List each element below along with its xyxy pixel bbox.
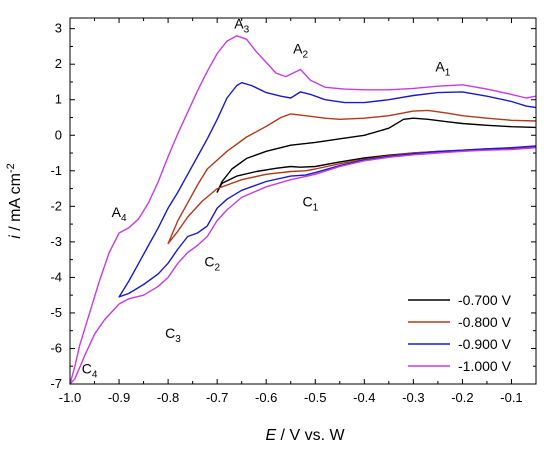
- y-axis-label-symbol: i: [7, 235, 24, 239]
- x-tick-labels: -1.0 -0.9 -0.8 -0.7 -0.6 -0.5 -0.4 -0.3 -0.2 -0.1: [59, 390, 523, 405]
- peak-label-subscript: 3: [175, 334, 181, 345]
- peak-label-base: C: [82, 360, 92, 376]
- peak-label-subscript: 4: [92, 369, 98, 380]
- y-tick-label: -5: [50, 305, 62, 320]
- x-axis-label-symbol: E: [265, 427, 276, 444]
- y-tick-label: -4: [50, 269, 62, 284]
- series-line: [118, 82, 537, 298]
- x-tick-label: -0.3: [402, 390, 424, 405]
- peak-label: C4: [82, 360, 98, 380]
- plot-frame: [69, 17, 537, 385]
- peak-label-subscript: 1: [445, 67, 451, 78]
- series-line: [216, 117, 537, 193]
- y-tick-labels: -7 -6 -5 -4 -3 -2 -1 0 1 2 3: [50, 21, 62, 391]
- series-lines: [69, 35, 537, 385]
- x-tick-label: -0.7: [206, 390, 228, 405]
- peak-label-subscript: 4: [121, 213, 127, 224]
- legend-label: -0.700 V: [458, 292, 512, 308]
- y-tick-label: -6: [50, 340, 62, 355]
- x-tick-label: -0.5: [304, 390, 326, 405]
- legend-label: -0.900 V: [458, 336, 512, 352]
- y-tick-label: -2: [50, 198, 62, 213]
- x-tick-label: -0.2: [451, 390, 473, 405]
- series-line: [69, 35, 537, 385]
- y-tick-label: 3: [55, 21, 62, 36]
- y-tick-label: -1: [50, 163, 62, 178]
- x-tick-label: -0.9: [108, 390, 130, 405]
- peak-label-base: A: [293, 41, 303, 57]
- y-tick-label: 2: [55, 56, 62, 71]
- y-tick-label: -3: [50, 234, 62, 249]
- peak-label-subscript: 2: [215, 263, 221, 274]
- peak-label-base: C: [204, 254, 214, 270]
- y-tick-label: 1: [55, 92, 62, 107]
- peak-label-base: A: [112, 204, 122, 220]
- peak-label: C1: [303, 193, 319, 213]
- peak-label-base: A: [435, 58, 445, 74]
- peak-label-base: A: [234, 16, 244, 32]
- x-tick-label: -0.8: [157, 390, 179, 405]
- x-axis-label: E / V vs. W: [265, 427, 345, 444]
- y-tick-label: 0: [55, 127, 62, 142]
- x-axis-label-text: / V vs. W: [276, 427, 345, 444]
- y-axis-label: i / mA cm-2: [5, 163, 24, 239]
- y-tick-label: -7: [50, 376, 62, 391]
- x-tick-label: -1.0: [59, 390, 81, 405]
- peak-label: C3: [165, 325, 181, 345]
- peak-label: C2: [204, 254, 220, 274]
- peak-label-subscript: 3: [244, 25, 250, 36]
- peak-label-base: C: [165, 325, 175, 341]
- peak-label: A1: [435, 58, 450, 78]
- legend-label: -1.000 V: [458, 358, 512, 374]
- legend-label: -0.800 V: [458, 314, 512, 330]
- y-axis-label-exponent: -2: [5, 163, 17, 173]
- peak-label: A3: [234, 16, 249, 36]
- y-axis-label-text: / mA cm: [7, 173, 24, 235]
- peak-label-base: C: [303, 193, 313, 209]
- peak-label: A4: [112, 204, 127, 224]
- legend: -0.700 V -0.800 V -0.900 V -1.000 V: [408, 292, 512, 374]
- peak-label-subscript: 2: [302, 50, 308, 61]
- x-tick-label: -0.6: [255, 390, 277, 405]
- peak-label-subscript: 1: [313, 202, 319, 213]
- series-line: [167, 109, 537, 245]
- peak-label: A2: [293, 41, 308, 61]
- x-tick-label: -0.4: [353, 390, 375, 405]
- x-tick-label: -0.1: [500, 390, 522, 405]
